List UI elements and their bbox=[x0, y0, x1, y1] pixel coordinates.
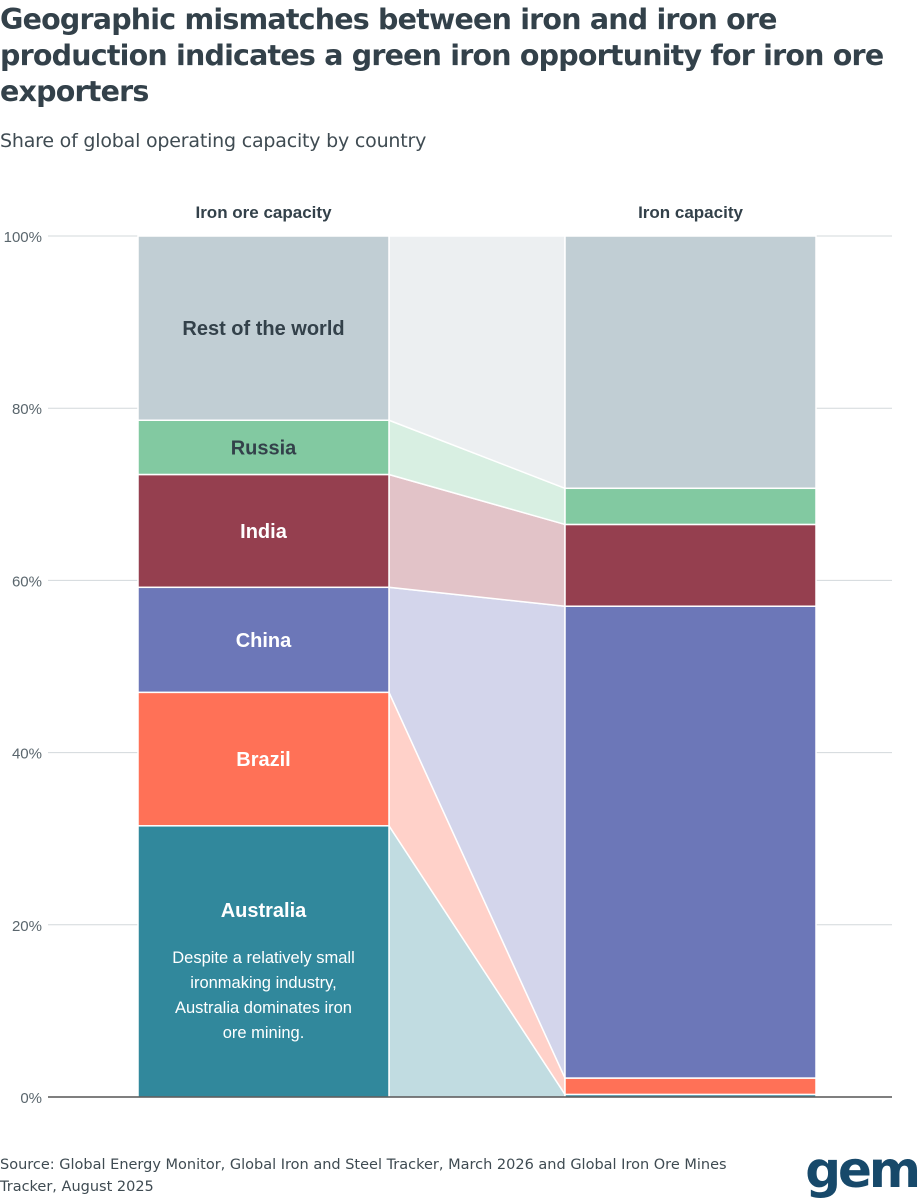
y-tick-label: 20% bbox=[12, 918, 42, 935]
series-label-australia: Australia bbox=[221, 900, 307, 922]
chart-subtitle: Share of global operating capacity by co… bbox=[0, 130, 427, 152]
bar-segment-india bbox=[564, 523, 817, 607]
series-label-india: India bbox=[240, 521, 288, 543]
bar-segment-india bbox=[137, 473, 390, 589]
annotation-text: Despite a relatively small bbox=[172, 949, 354, 967]
series-label-rest-of-the-world: Rest of the world bbox=[182, 318, 344, 340]
bar-segment-russia bbox=[137, 419, 390, 476]
y-tick-label: 60% bbox=[12, 573, 42, 590]
series-label-china: China bbox=[236, 630, 292, 652]
gem-logo: gem bbox=[805, 1141, 921, 1199]
annotation-text: ironmaking industry, bbox=[190, 974, 336, 992]
bar-segment-brazil bbox=[137, 691, 390, 827]
y-tick-label: 40% bbox=[12, 746, 42, 763]
stacked-bar-chart: 0% 20% 40% 60% 80% 100% Iron ore capacity Iron … bbox=[4, 203, 892, 1107]
bar-segment-china bbox=[137, 586, 390, 694]
bar-segment-brazil bbox=[564, 1077, 817, 1096]
bar-segment-rest-of-the-world bbox=[564, 235, 817, 490]
bar-segment-rest-of-the-world bbox=[137, 235, 390, 422]
y-tick-label: 80% bbox=[12, 401, 42, 418]
category-label: Iron capacity bbox=[638, 203, 743, 222]
y-tick-label: 0% bbox=[20, 1090, 42, 1107]
category-label: Iron ore capacity bbox=[195, 203, 332, 222]
series-label-russia: Russia bbox=[231, 437, 297, 459]
y-tick-label: 100% bbox=[4, 229, 42, 246]
series-label-brazil: Brazil bbox=[236, 749, 290, 771]
source-note: Source: Global Energy Monitor, Global Ir… bbox=[0, 1157, 727, 1195]
bar-segment-russia bbox=[564, 487, 817, 526]
chart-title: Geographic mismatches between iron and i… bbox=[0, 3, 884, 108]
bar-segment-china bbox=[564, 605, 817, 1079]
annotation-text: ore mining. bbox=[223, 1024, 305, 1042]
annotation-text: Australia dominates iron bbox=[175, 999, 352, 1017]
